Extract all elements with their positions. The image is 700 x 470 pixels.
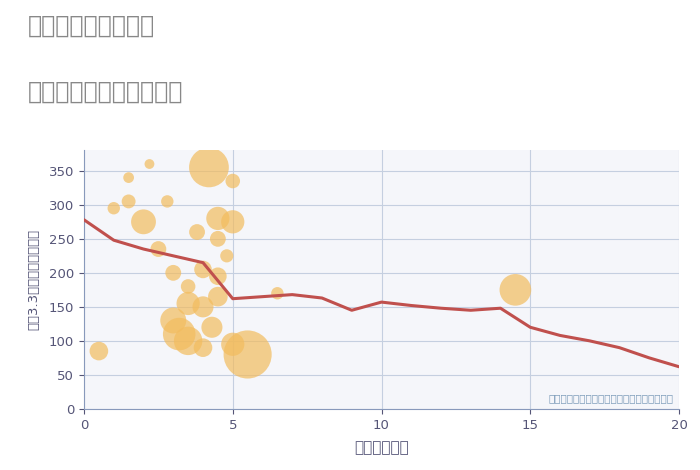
Point	[108, 204, 119, 212]
Point	[144, 160, 155, 168]
Point	[510, 286, 521, 294]
Point	[206, 323, 218, 331]
Point	[168, 317, 179, 324]
Point	[212, 235, 223, 243]
Point	[227, 177, 238, 185]
Point	[221, 252, 232, 259]
Point	[203, 164, 214, 171]
Y-axis label: 坪（3.3㎡）単価（万円）: 坪（3.3㎡）単価（万円）	[27, 229, 41, 330]
Point	[174, 330, 185, 338]
X-axis label: 駅距離（分）: 駅距離（分）	[354, 440, 409, 455]
Point	[183, 282, 194, 290]
Point	[183, 300, 194, 307]
Point	[168, 269, 179, 277]
Point	[227, 340, 238, 348]
Text: 円の大きさは、取引のあった物件面積を示す: 円の大きさは、取引のあった物件面積を示す	[548, 393, 673, 403]
Point	[212, 293, 223, 300]
Point	[197, 344, 209, 352]
Text: 東京都墨田区業平の: 東京都墨田区業平の	[28, 14, 155, 38]
Point	[197, 266, 209, 273]
Point	[123, 198, 134, 205]
Point	[212, 273, 223, 280]
Point	[93, 347, 104, 355]
Point	[272, 290, 283, 297]
Point	[123, 174, 134, 181]
Point	[162, 198, 173, 205]
Point	[153, 245, 164, 253]
Text: 駅距離別中古戸建て価格: 駅距離別中古戸建て価格	[28, 80, 183, 104]
Point	[138, 218, 149, 226]
Point	[197, 303, 209, 311]
Point	[192, 228, 203, 236]
Point	[212, 215, 223, 222]
Point	[242, 351, 253, 358]
Point	[227, 218, 238, 226]
Point	[183, 337, 194, 345]
